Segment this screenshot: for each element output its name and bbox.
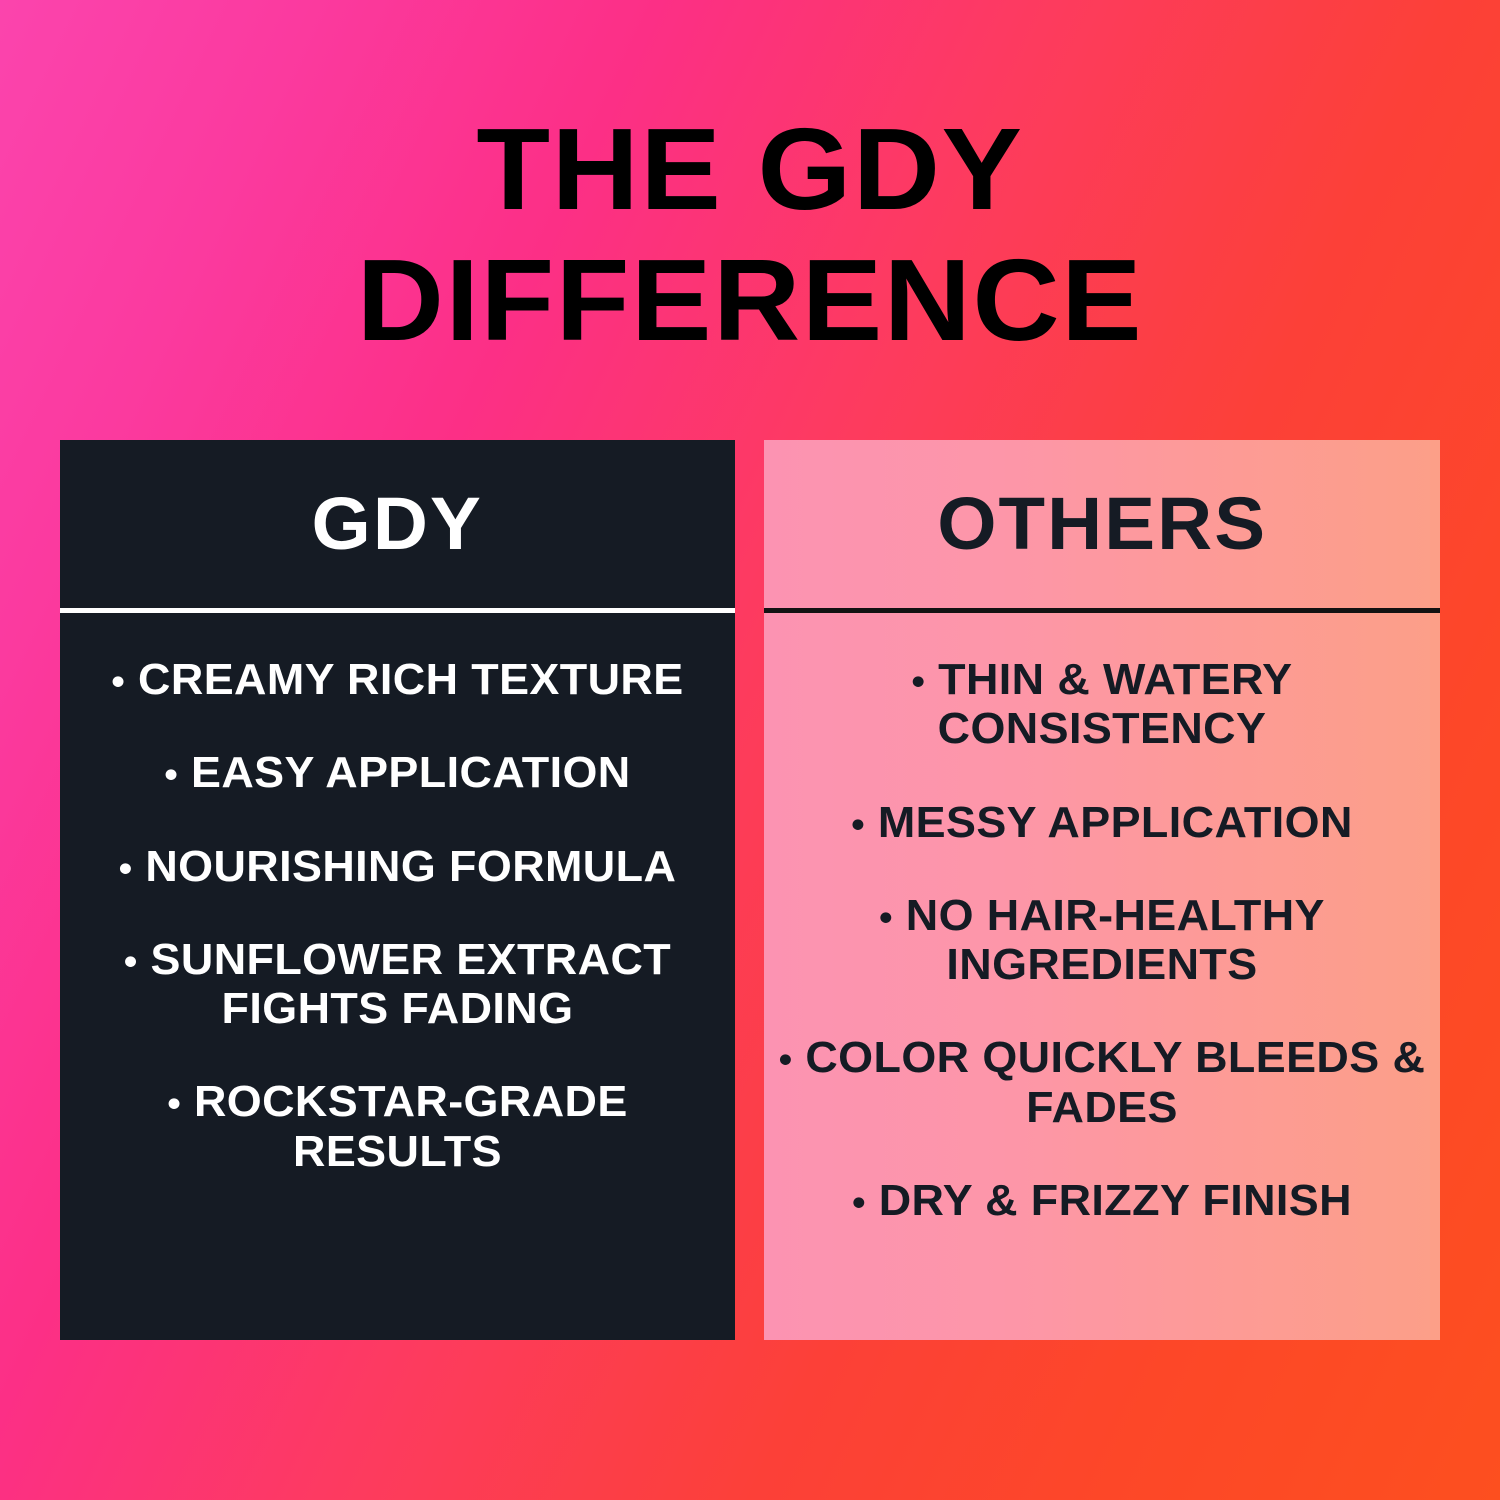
bullet-dot-icon: • (778, 1038, 793, 1081)
list-item-label: SUNFLOWER EXTRACT FIGHTS FADING (150, 934, 672, 1034)
column-gdy-divider (60, 608, 735, 613)
list-item: • DRY & FRIZZY FINISH (774, 1176, 1431, 1225)
list-item: • COLOR QUICKLY BLEEDS & FADES (774, 1033, 1431, 1132)
column-others-divider (764, 608, 1440, 613)
list-item: • ROCKSTAR-GRADE RESULTS (70, 1077, 726, 1176)
list-item-label: EASY APPLICATION (191, 748, 631, 798)
list-item-label: NO HAIR-HEALTHY INGREDIENTS (905, 890, 1325, 990)
list-item: • NO HAIR-HEALTHY INGREDIENTS (774, 891, 1431, 990)
list-item-label: CREAMY RICH TEXTURE (138, 655, 684, 704)
list-item-label: NOURISHING FORMULA (145, 841, 677, 891)
list-item: • EASY APPLICATION (70, 748, 726, 797)
comparison-columns: GDY • CREAMY RICH TEXTURE • EASY APPLICA… (60, 440, 1440, 1340)
list-item: • SUNFLOWER EXTRACT FIGHTS FADING (70, 935, 726, 1034)
column-gdy: GDY • CREAMY RICH TEXTURE • EASY APPLICA… (60, 440, 735, 1340)
list-item: • MESSY APPLICATION (774, 798, 1431, 847)
list-item-label: THIN & WATERY CONSISTENCY (937, 655, 1293, 754)
list-item-label: MESSY APPLICATION (877, 797, 1353, 847)
bullet-dot-icon: • (852, 1180, 866, 1223)
list-item-label: COLOR QUICKLY BLEEDS & FADES (805, 1033, 1426, 1132)
list-item-label: ROCKSTAR-GRADE RESULTS (193, 1077, 628, 1176)
page-title-line-1: THE GDY (476, 104, 1024, 234)
page-title-line-2: DIFFERENCE (356, 235, 1144, 366)
bullet-dot-icon: • (118, 846, 133, 889)
column-others-header: OTHERS (764, 440, 1440, 608)
column-gdy-heading: GDY (311, 482, 484, 565)
bullet-dot-icon: • (111, 660, 126, 702)
page-title: THE GDY DIFFERENCE (0, 104, 1500, 366)
column-gdy-header: GDY (60, 440, 735, 608)
column-others-bullet-list: • THIN & WATERY CONSISTENCY • MESSY APPL… (764, 613, 1440, 1340)
column-others-heading: OTHERS (937, 482, 1267, 565)
bullet-dot-icon: • (164, 753, 179, 796)
list-item: • CREAMY RICH TEXTURE (70, 655, 726, 704)
bullet-dot-icon: • (123, 939, 138, 982)
list-item: • THIN & WATERY CONSISTENCY (774, 655, 1431, 754)
bullet-dot-icon: • (879, 895, 893, 938)
bullet-dot-icon: • (167, 1082, 182, 1125)
bullet-dot-icon: • (911, 660, 926, 702)
bullet-dot-icon: • (851, 802, 865, 845)
list-item-label: DRY & FRIZZY FINISH (878, 1175, 1352, 1225)
column-others: OTHERS • THIN & WATERY CONSISTENCY • MES… (764, 440, 1440, 1340)
column-gdy-bullet-list: • CREAMY RICH TEXTURE • EASY APPLICATION… (60, 613, 735, 1340)
list-item: • NOURISHING FORMULA (70, 842, 726, 891)
